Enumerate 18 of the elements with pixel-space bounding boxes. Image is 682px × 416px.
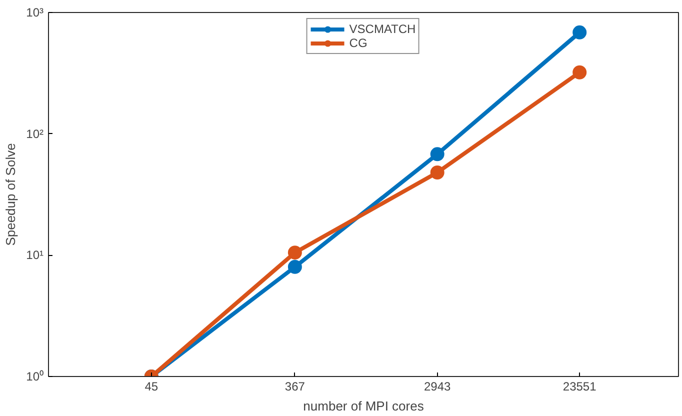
legend-label: CG [349, 36, 368, 50]
point [288, 260, 302, 274]
y-tick-label: 10² [26, 126, 44, 141]
x-tick-label: 23551 [562, 380, 597, 394]
x-tick-label: 367 [284, 380, 306, 394]
point [572, 25, 587, 40]
y-tick-label: 10⁰ [26, 370, 44, 384]
point [430, 147, 444, 162]
x-tick-label: 2943 [424, 380, 452, 394]
y-tick-label: 10³ [26, 6, 44, 20]
point [430, 166, 444, 180]
legend-label: VSCMATCH [349, 22, 416, 36]
y-tick-label: 10¹ [26, 248, 44, 262]
x-axis-title: number of MPI cores [303, 398, 424, 414]
point [572, 65, 587, 80]
x-tick-label: 45 [144, 380, 158, 394]
y-axis-title: Speedup of Solve [3, 143, 18, 246]
point [288, 246, 302, 260]
